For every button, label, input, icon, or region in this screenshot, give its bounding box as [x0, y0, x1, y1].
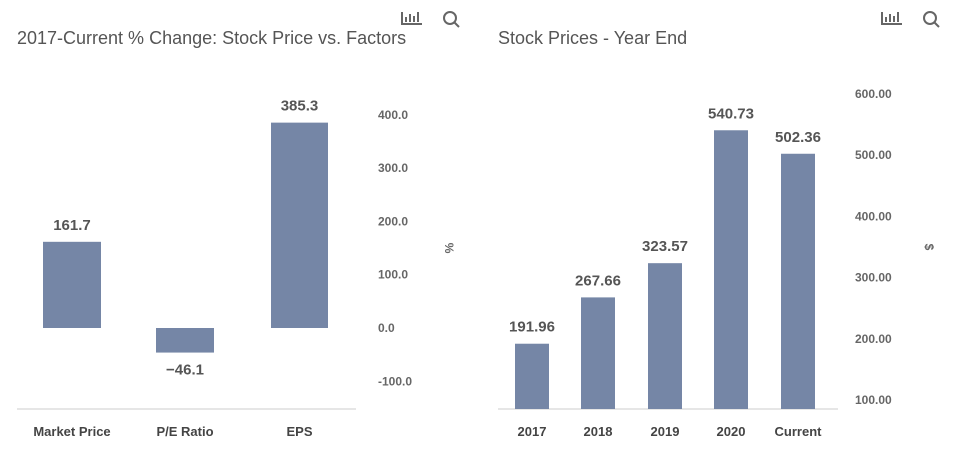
search-icon[interactable] — [443, 11, 457, 25]
bar — [581, 297, 615, 409]
y-tick-label: 300.00 — [855, 271, 892, 285]
bar-chart-icon[interactable] — [401, 12, 422, 25]
search-icon[interactable] — [923, 11, 937, 25]
category-label: P/E Ratio — [156, 424, 213, 439]
data-label: 502.36 — [775, 129, 821, 146]
category-label: 2019 — [651, 424, 680, 439]
y-tick-label: 100.0 — [378, 268, 408, 282]
y-tick-label: 600.00 — [855, 87, 892, 101]
bar — [781, 153, 815, 409]
bar — [648, 263, 682, 409]
y-axis-label: $ — [922, 244, 936, 251]
category-label: Market Price — [33, 424, 110, 439]
y-axis-label: % — [442, 243, 456, 254]
data-label: 385.3 — [281, 98, 319, 115]
bar — [515, 343, 549, 409]
bar — [271, 122, 328, 328]
data-label: 540.73 — [708, 105, 754, 122]
y-tick-label: 300.0 — [378, 161, 408, 175]
y-tick-label: 200.00 — [855, 332, 892, 346]
chart-title: 2017-Current % Change: Stock Price vs. F… — [17, 28, 406, 48]
bar-chart-icon[interactable] — [881, 12, 902, 25]
category-label: 2020 — [717, 424, 746, 439]
category-label: Current — [775, 424, 823, 439]
category-label: 2017 — [518, 424, 547, 439]
data-label: −46.1 — [166, 362, 204, 379]
chart-title: Stock Prices - Year End — [498, 28, 687, 48]
data-label: 267.66 — [575, 272, 621, 289]
data-label: 161.7 — [53, 217, 91, 234]
category-label: 2018 — [584, 424, 613, 439]
y-tick-label: 0.0 — [378, 321, 395, 335]
data-label: 323.57 — [642, 238, 688, 255]
bar — [156, 328, 214, 353]
y-tick-label: 500.00 — [855, 148, 892, 162]
bar — [43, 241, 101, 328]
bar — [714, 130, 748, 409]
data-label: 191.96 — [509, 319, 555, 336]
y-tick-label: 400.00 — [855, 209, 892, 223]
y-tick-label: 200.0 — [378, 214, 408, 228]
category-label: EPS — [286, 424, 312, 439]
y-tick-label: 400.0 — [378, 108, 408, 122]
y-tick-label: -100.0 — [378, 374, 412, 388]
y-tick-label: 100.00 — [855, 393, 892, 407]
